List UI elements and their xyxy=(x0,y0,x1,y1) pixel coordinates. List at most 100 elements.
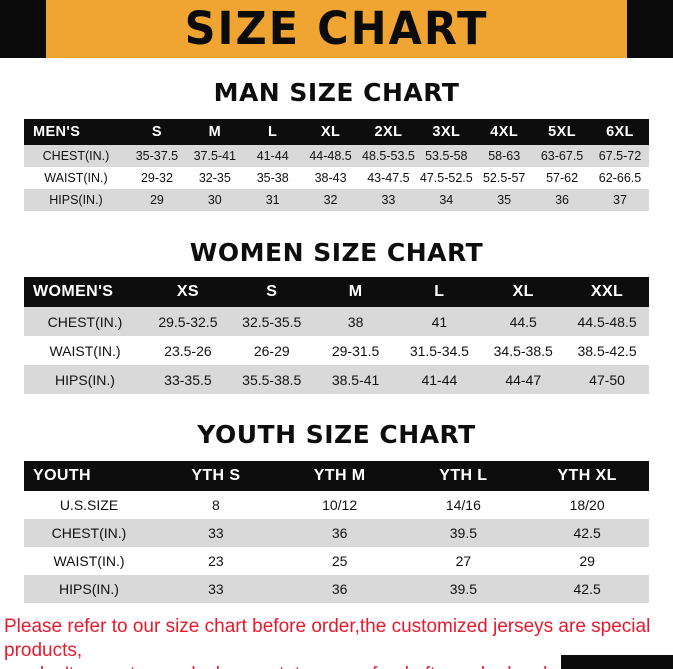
size-column-header: 5XL xyxy=(533,119,591,145)
table-row: WAIST(IN.) 29-32 32-35 35-38 38-43 43-47.5 47.… xyxy=(24,167,649,189)
size-column-header: M xyxy=(313,277,398,307)
section-title-men: MAN SIZE CHART xyxy=(213,78,460,107)
size-column-header: L xyxy=(397,277,482,307)
table-row: CHEST(IN.) 35-37.5 37.5-41 41-44 44-48.5 48.5… xyxy=(24,145,649,167)
table-header-row: YOUTH YTH S YTH M YTH L YTH XL xyxy=(24,461,649,491)
size-value: 32-35 xyxy=(198,171,231,185)
size-column-header: YTH L xyxy=(401,461,526,491)
size-value: 39.5 xyxy=(449,525,477,541)
size-column-header: YTH M xyxy=(277,461,402,491)
size-column-header: 4XL xyxy=(475,119,534,145)
size-value: 53.5-58 xyxy=(425,149,468,163)
size-value: 37.5-41 xyxy=(193,149,237,163)
size-value: 58-63 xyxy=(488,149,521,163)
size-value: 10/12 xyxy=(322,497,358,513)
size-value: 33 xyxy=(208,581,224,597)
table-header-row: WOMEN'S XS S M L XL XXL xyxy=(24,277,649,307)
table-row: CHEST(IN.) 33 36 39.5 42.5 xyxy=(24,519,649,547)
size-value: 36 xyxy=(555,193,570,207)
size-column-header: XXL xyxy=(565,277,649,307)
size-value: 35 xyxy=(497,193,512,207)
section-title-women: WOMEN SIZE CHART xyxy=(189,238,484,267)
size-value: 44-48.5 xyxy=(309,149,352,163)
size-value: 25 xyxy=(331,553,348,569)
men-size-table: MEN'S S M L XL 2XL 3XL 4XL 5XL 6XL CHEST(IN.) 35-37… xyxy=(24,119,649,211)
size-value: 41-44 xyxy=(256,149,289,163)
row-label: CHEST(IN.) xyxy=(51,525,127,541)
size-value: 29 xyxy=(579,553,595,569)
notice-line-1: Please refer to our size chart before or… xyxy=(4,616,651,661)
size-value: 29-31.5 xyxy=(331,342,380,359)
size-value: 31.5-34.5 xyxy=(409,342,469,359)
section-men: MAN SIZE CHART MEN'S S M L XL 2XL 3XL 4XL 5XL 6XL… xyxy=(0,78,673,211)
size-column-header: 3XL xyxy=(417,119,476,145)
size-value: 31 xyxy=(265,193,280,207)
notice-line-2: we don't accept cancel, change, teturn o… xyxy=(4,663,673,669)
size-value: 23.5-26 xyxy=(164,342,212,359)
table-row: HIPS(IN.) 33 36 39.5 42.5 xyxy=(24,575,649,603)
banner: SIZE CHART xyxy=(0,0,673,58)
size-column-header: L xyxy=(243,119,302,145)
size-value: 14/16 xyxy=(445,497,481,513)
size-value: 42.5 xyxy=(573,581,601,597)
size-value: 27 xyxy=(455,553,472,569)
size-value: 35-38 xyxy=(256,171,289,185)
table-corner-label: YOUTH xyxy=(24,461,154,491)
size-value: 35-37.5 xyxy=(135,149,179,163)
table-row: WAIST(IN.) 23.5-26 26-29 29-31.5 31.5-34.5 34… xyxy=(24,336,649,365)
size-value: 63-67.5 xyxy=(540,149,584,163)
size-value: 41 xyxy=(431,313,448,330)
row-label: HIPS(IN.) xyxy=(49,193,103,207)
row-label: WAIST(IN.) xyxy=(53,553,125,569)
size-value: 67.5-72 xyxy=(598,149,642,163)
row-label: CHEST(IN.) xyxy=(42,149,110,163)
size-value: 30 xyxy=(207,193,222,207)
size-column-header: 2XL xyxy=(359,119,418,145)
size-value: 41-44 xyxy=(421,371,458,388)
table-corner-label: WOMEN'S xyxy=(24,277,146,307)
size-column-header: XL xyxy=(301,119,360,145)
page-title: SIZE CHART xyxy=(184,1,489,55)
size-value: 44-47 xyxy=(505,371,542,388)
table-row: WAIST(IN.) 23 25 27 29 xyxy=(24,547,649,575)
table-header-row: MEN'S S M L XL 2XL 3XL 4XL 5XL 6XL xyxy=(24,119,649,145)
size-value: 26-29 xyxy=(253,342,290,359)
size-value: 44.5 xyxy=(509,313,537,330)
size-value: 36 xyxy=(331,581,348,597)
size-value: 33-35.5 xyxy=(164,371,212,388)
size-value: 32 xyxy=(323,193,338,207)
size-value: 37 xyxy=(613,193,627,207)
size-value: 38-43 xyxy=(314,171,347,185)
size-value: 32.5-35.5 xyxy=(242,313,302,330)
table-row: U.S.SIZE 8 10/12 14/16 18/20 xyxy=(24,491,649,519)
size-value: 33 xyxy=(381,193,396,207)
bottom-right-black-bar xyxy=(561,655,673,669)
section-youth: YOUTH SIZE CHART YOUTH YTH S YTH M YTH L YTH… xyxy=(0,420,673,603)
row-label: WAIST(IN.) xyxy=(49,342,121,359)
size-value: 48.5-53.5 xyxy=(362,149,415,163)
size-column-header: S xyxy=(128,119,186,145)
size-value: 57-62 xyxy=(546,171,579,185)
banner-corner-left xyxy=(0,0,46,58)
size-value: 43-47.5 xyxy=(367,171,410,185)
size-value: 29-32 xyxy=(140,171,173,185)
table-row: HIPS(IN.) 29 30 31 32 33 34 35 36 37 xyxy=(24,189,649,211)
size-value: 42.5 xyxy=(573,525,601,541)
size-value: 38.5-42.5 xyxy=(577,342,637,359)
table-row: CHEST(IN.) 29.5-32.5 32.5-35.5 38 41 44.5 44.5… xyxy=(24,307,649,336)
size-value: 35.5-38.5 xyxy=(242,371,302,388)
table-row: HIPS(IN.) 33-35.5 35.5-38.5 38.5-41 41-44 44-… xyxy=(24,365,649,394)
row-label: HIPS(IN.) xyxy=(55,371,115,388)
size-value: 29.5-32.5 xyxy=(158,313,218,330)
size-value: 23 xyxy=(208,553,224,569)
section-title-youth: YOUTH SIZE CHART xyxy=(197,420,476,449)
size-column-header: XS xyxy=(146,277,230,307)
size-value: 8 xyxy=(211,497,220,513)
size-value: 38.5-41 xyxy=(331,371,380,388)
size-value: 34 xyxy=(439,193,454,207)
section-women: WOMEN SIZE CHART WOMEN'S XS S M L XL XXL CHEST(… xyxy=(0,238,673,394)
size-column-header: XL xyxy=(481,277,566,307)
row-label: CHEST(IN.) xyxy=(47,313,123,330)
footer-notice: Please refer to our size chart before or… xyxy=(0,615,673,669)
